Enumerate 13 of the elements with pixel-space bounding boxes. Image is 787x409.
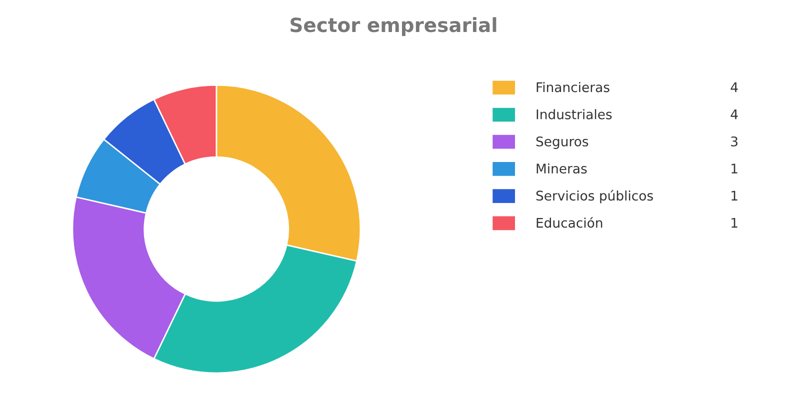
legend-label: Industriales xyxy=(536,109,612,120)
data-label: 1 xyxy=(732,190,738,200)
data-label: 4 xyxy=(730,110,738,120)
data-label: 1 xyxy=(732,218,738,228)
data-label: 3 xyxy=(731,136,738,146)
data-label: 4 xyxy=(730,82,738,92)
legend-label: Financieras xyxy=(536,82,610,92)
legend-label: Seguros xyxy=(536,136,588,149)
legend-label: Mineras xyxy=(536,163,587,174)
legend-label: Servicios públicos xyxy=(536,190,653,204)
chart-title: Sector empresarial xyxy=(290,17,496,36)
legend-label: Educación xyxy=(536,217,602,228)
data-label: 1 xyxy=(732,164,738,174)
